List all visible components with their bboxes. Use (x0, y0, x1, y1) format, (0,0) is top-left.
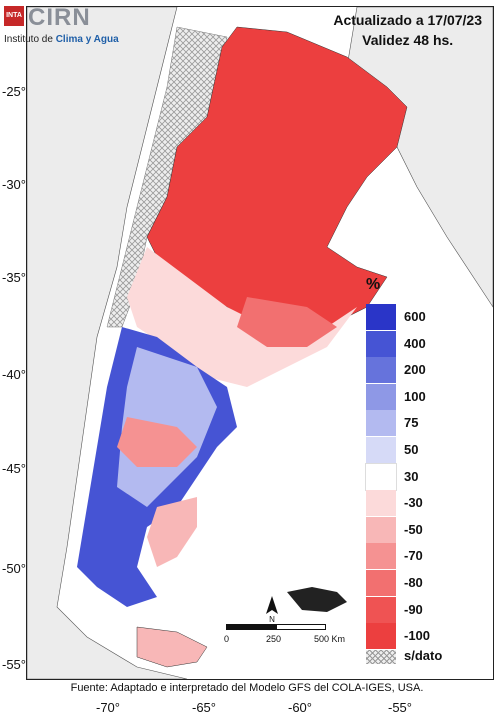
legend-label: 100 (404, 388, 426, 404)
legend-swatch (366, 357, 396, 384)
legend-swatch (366, 410, 396, 437)
source-footer: Fuente: Adaptado e interpretado del Mode… (70, 682, 424, 694)
lat-label: -55° (2, 657, 26, 672)
legend-label: -80 (404, 575, 423, 590)
legend-swatch (366, 304, 396, 330)
legend-item: 600 (366, 304, 460, 330)
lat-label: -45° (2, 461, 26, 476)
no-data-swatch (366, 650, 396, 664)
scale-segment (226, 624, 276, 630)
scale-bar: 0 250 500 Km (224, 624, 376, 664)
legend-swatch (366, 623, 396, 650)
lat-label: -50° (2, 561, 26, 576)
lon-label: -70° (96, 700, 120, 715)
tierra-del-fuego (136, 626, 208, 668)
negative-patch-patagonia (117, 417, 197, 467)
scale-label: 0 (224, 634, 230, 644)
legend-label: 400 (404, 335, 426, 351)
legend-label: 50 (404, 442, 419, 457)
north-label: N (269, 615, 275, 622)
legend-unit: % (366, 276, 381, 293)
scale-label: 250 (266, 634, 282, 644)
lon-label: -65° (192, 700, 216, 715)
legend-label: 30 (404, 468, 419, 484)
lat-label: -35° (2, 270, 26, 285)
legend-item: -80 (366, 570, 460, 596)
legend-item: 75 (366, 410, 460, 437)
anomaly-map (27, 7, 493, 679)
lat-label: -30° (2, 177, 26, 192)
legend-swatch (366, 516, 396, 543)
legend-label: -50 (404, 521, 423, 537)
map-header: Actualizado a 17/07/23 Validez 48 hs. (333, 10, 482, 50)
inta-badge: INTA (4, 6, 24, 26)
legend-swatch (366, 330, 396, 357)
legend-item: 50 (366, 437, 460, 463)
malvinas-islands (287, 587, 347, 612)
legend-item: 100 (366, 383, 460, 410)
lon-label: -60° (288, 700, 312, 715)
legend-swatch (366, 490, 396, 517)
legend-label: -30 (404, 495, 423, 511)
negative-patch-central (237, 297, 337, 347)
legend-swatch (366, 570, 396, 596)
scale-segment (276, 624, 326, 630)
legend-label: 200 (404, 362, 426, 378)
cirn-logo: INTA CIRN Instituto de Clima y Agua (4, 4, 134, 50)
north-arrow-icon: N (266, 596, 278, 622)
legend-swatch (366, 383, 396, 410)
legend-item: 200 (366, 357, 460, 384)
chile-landmass (27, 7, 188, 679)
legend-item: 400 (366, 330, 460, 357)
legend-item: -50 (366, 516, 460, 543)
logo-subtitle-accent: Clima y Agua (55, 34, 119, 45)
negative-patch-south (147, 497, 197, 567)
legend-item: -70 (366, 543, 460, 570)
map-frame (26, 6, 494, 680)
logo-subtitle-prefix: Instituto de (4, 34, 56, 45)
updated-date: Actualizado a 17/07/23 (333, 12, 482, 28)
legend-item: -100 (366, 623, 460, 650)
legend-label: -100 (404, 628, 431, 644)
lat-label: -25° (2, 84, 26, 99)
legend-label: s/dato (404, 648, 443, 663)
legend-swatch (366, 543, 396, 570)
lon-label: -55° (388, 700, 412, 715)
validity-text: Validez 48 hs. (362, 32, 454, 48)
legend-item: -30 (366, 490, 460, 517)
legend-label: 75 (404, 415, 419, 431)
legend-item: 30 (365, 462, 460, 491)
legend-label: -90 (404, 601, 423, 617)
cirn-wordmark: CIRN (28, 4, 91, 31)
legend-item: -90 (366, 596, 460, 623)
legend-label: -70 (404, 548, 423, 564)
legend-item-no-data: s/dato (366, 648, 460, 676)
legend-label: 600 (404, 309, 426, 324)
legend-swatch (365, 462, 397, 491)
logo-subtitle: Instituto de Clima y Agua (4, 34, 119, 45)
lat-label: -40° (2, 367, 26, 382)
negative-anomaly-north (146, 26, 408, 338)
scale-label: 500 Km (314, 634, 346, 644)
legend-swatch (366, 596, 396, 623)
legend-swatch (366, 437, 396, 463)
